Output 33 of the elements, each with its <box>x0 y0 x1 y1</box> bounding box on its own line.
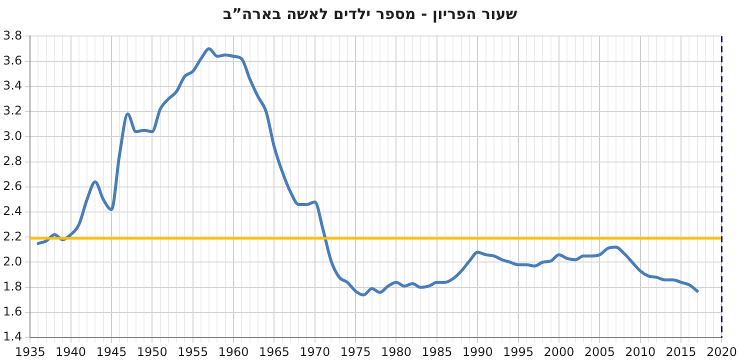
x-tick-label: 2000 <box>544 344 574 359</box>
y-tick-label: 1.6 <box>2 304 22 319</box>
chart-title: שעור הפריון - מספר ילדים לאשה בארה”ב <box>222 4 518 25</box>
y-tick-label: 3.6 <box>2 53 22 68</box>
x-tick-label: 1970 <box>300 344 330 359</box>
y-tick-label: 3.8 <box>2 28 22 42</box>
x-tick-label: 1975 <box>340 344 371 359</box>
line-series <box>36 47 699 296</box>
y-tick-label: 1.8 <box>2 279 22 294</box>
x-tick-label: 1985 <box>422 344 452 359</box>
x-tick-label: 2015 <box>666 344 696 359</box>
x-tick-label: 1945 <box>96 344 127 359</box>
x-tick-label: 1960 <box>218 344 249 359</box>
x-tick-label: 2010 <box>625 344 656 359</box>
y-tick-label: 3.4 <box>2 78 22 93</box>
y-tick-label: 2.0 <box>2 254 22 268</box>
y-tick-label: 2.8 <box>2 154 22 168</box>
y-tick-label: 3.0 <box>2 128 22 143</box>
x-tick-label: 1935 <box>14 344 46 359</box>
x-tick-label: 1955 <box>178 344 208 359</box>
x-tick-label: 1995 <box>503 344 534 359</box>
x-tick-label: 2020 <box>706 344 738 359</box>
y-tick-label: 1.4 <box>2 330 22 344</box>
y-tick-label: 2.2 <box>2 229 22 244</box>
x-tick-label: 1950 <box>136 344 168 359</box>
x-tick-label: 1990 <box>462 344 493 359</box>
y-tick-label: 2.6 <box>2 179 22 194</box>
y-tick-label: 3.2 <box>2 104 22 118</box>
x-tick-label: 1965 <box>258 344 290 359</box>
x-tick-label: 1940 <box>55 344 86 359</box>
x-tick-label: 2005 <box>584 344 615 359</box>
y-tick-label: 2.4 <box>2 204 22 218</box>
x-tick-label: 1980 <box>380 344 412 359</box>
